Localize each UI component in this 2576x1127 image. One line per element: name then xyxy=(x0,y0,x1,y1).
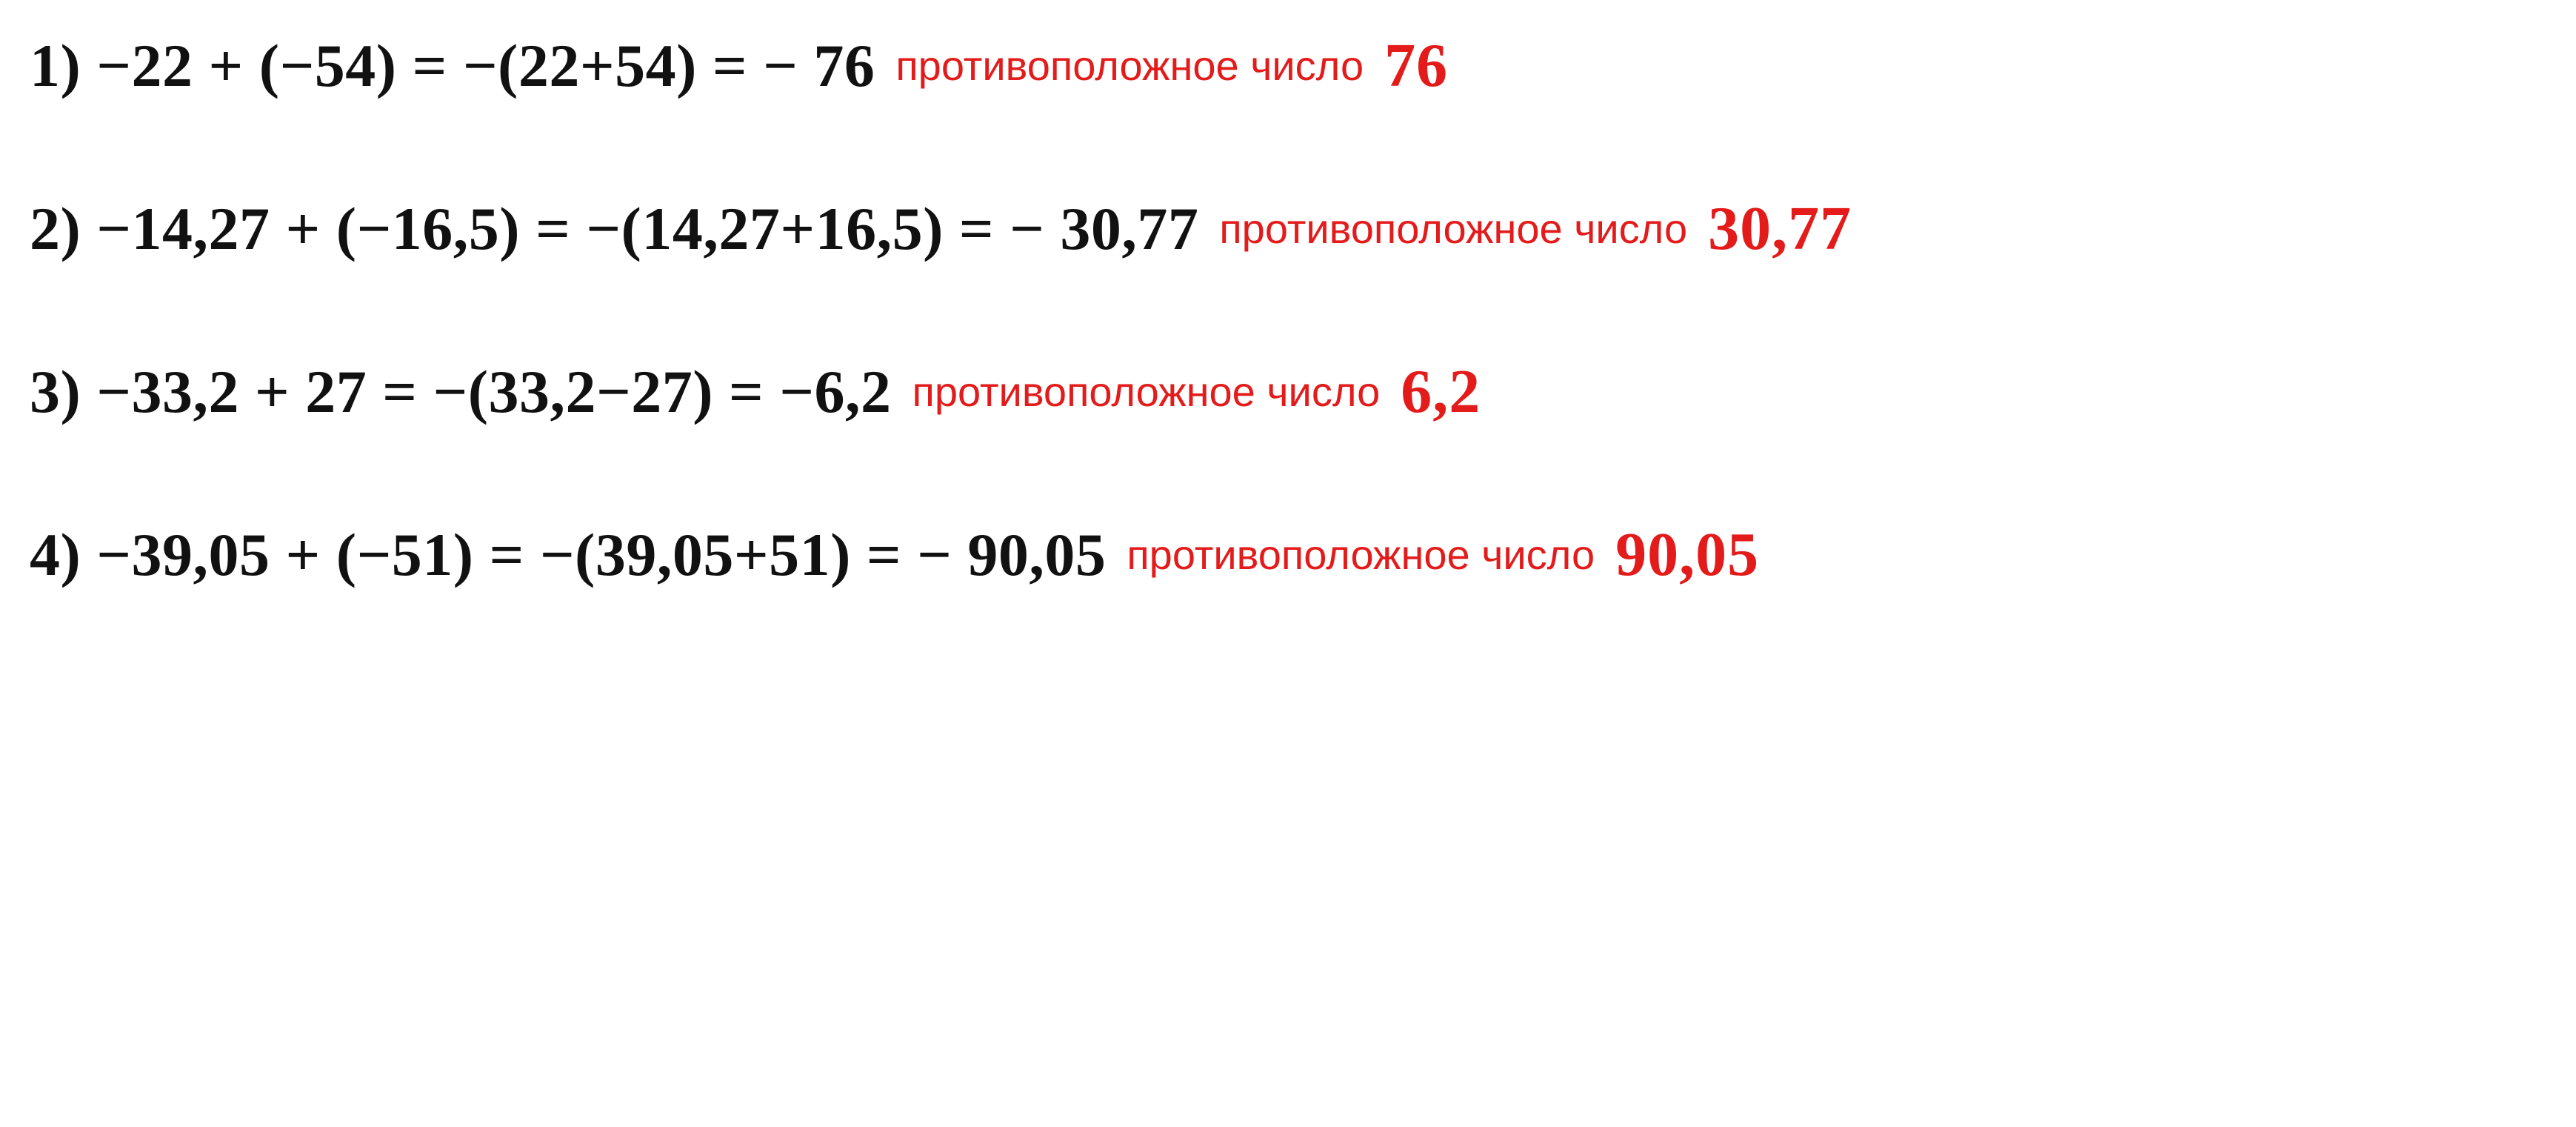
problem-line: 3) −33,2 + 27 = −(33,2−27) = −6,2 против… xyxy=(30,356,1481,428)
expression: 4) −39,05 + (−51) = −(39,05+51) = − 90,0… xyxy=(30,520,1106,590)
expression: 3) −33,2 + 27 = −(33,2−27) = −6,2 xyxy=(30,357,892,427)
problem-line: 2) −14,27 + (−16,5) = −(14,27+16,5) = − … xyxy=(30,193,1852,265)
expression: 1) −22 + (−54) = −(22+54) = − 76 xyxy=(30,31,875,101)
opposite-answer: 90,05 xyxy=(1615,519,1759,591)
opposite-answer: 30,77 xyxy=(1708,193,1852,265)
expression: 2) −14,27 + (−16,5) = −(14,27+16,5) = − … xyxy=(30,194,1198,264)
opposite-label: противоположное число xyxy=(1219,205,1687,253)
whiteboard-canvas: 1) −22 + (−54) = −(22+54) = − 76 противо… xyxy=(0,0,2576,1127)
opposite-label: противоположное число xyxy=(1127,531,1595,579)
opposite-label: противоположное число xyxy=(895,41,1364,90)
opposite-answer: 6,2 xyxy=(1401,356,1481,428)
opposite-label: противоположное число xyxy=(912,368,1381,416)
problem-line: 4) −39,05 + (−51) = −(39,05+51) = − 90,0… xyxy=(30,519,1759,591)
problem-line: 1) −22 + (−54) = −(22+54) = − 76 противо… xyxy=(30,30,1448,102)
opposite-answer: 76 xyxy=(1384,30,1448,102)
